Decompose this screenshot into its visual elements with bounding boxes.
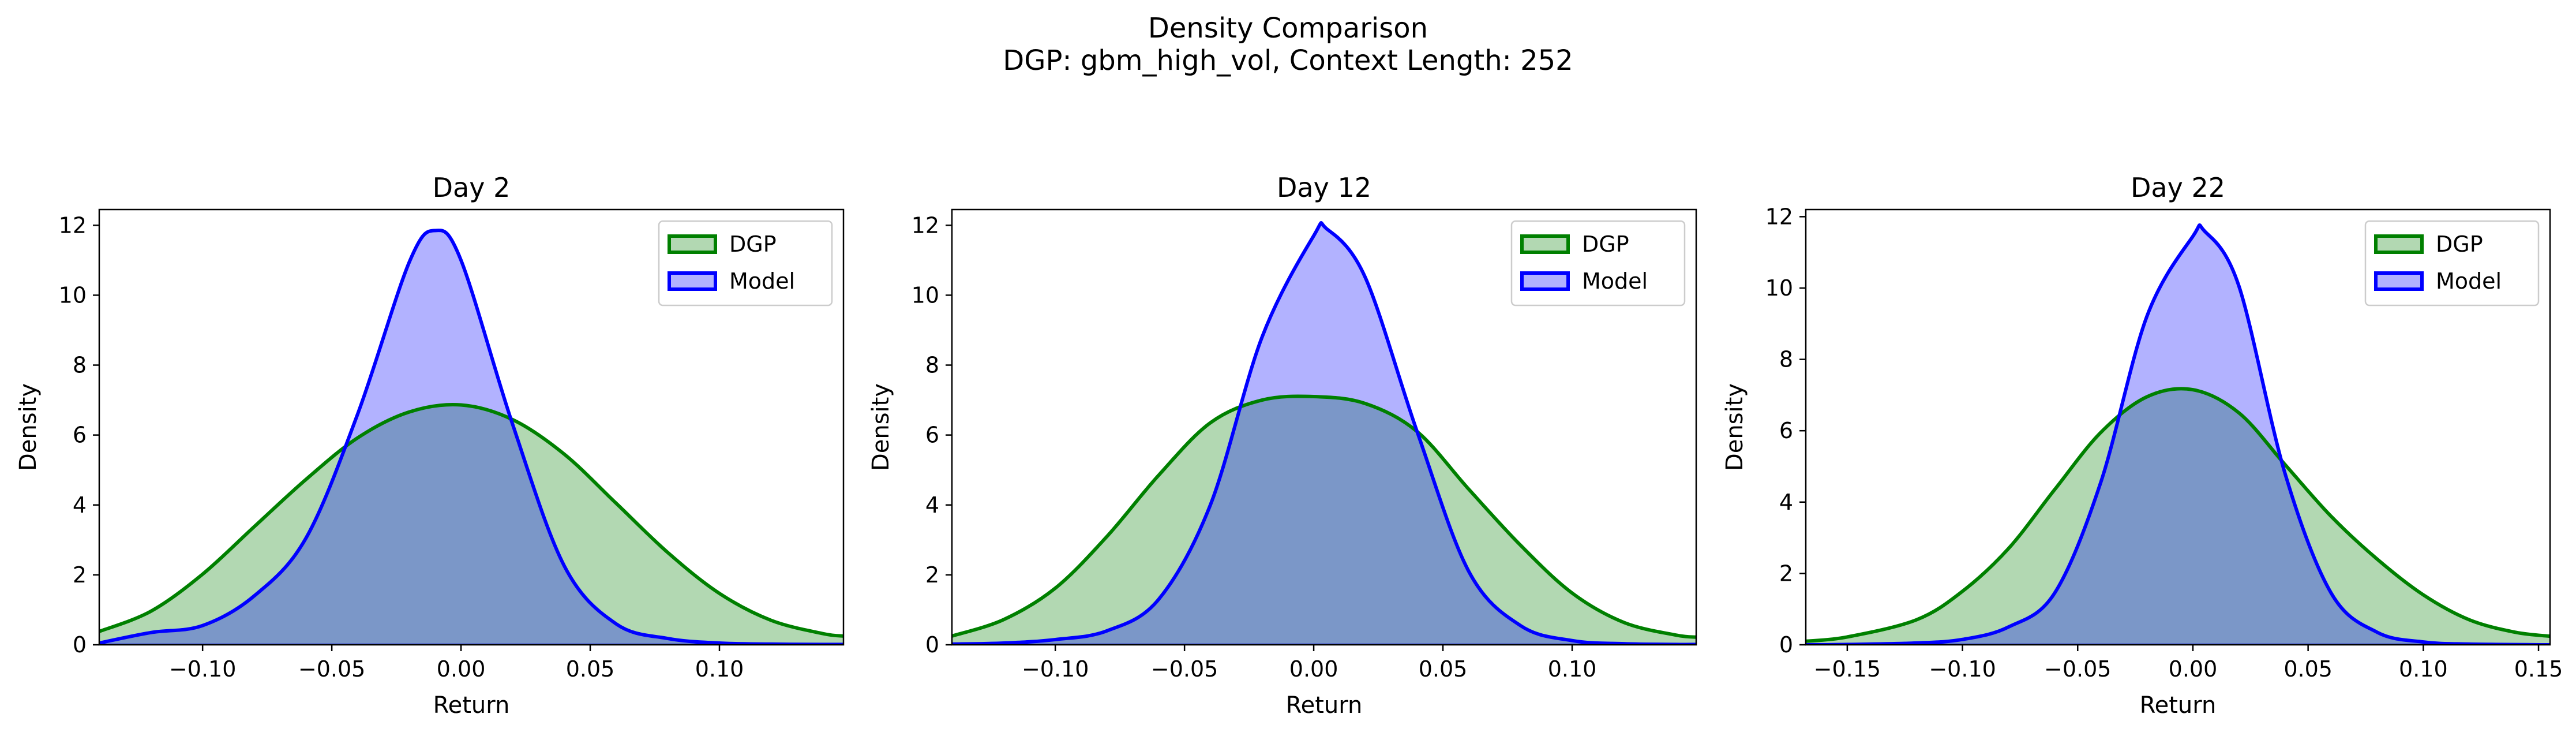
legend-label-dgp: DGP xyxy=(1582,231,1629,257)
legend-swatch-model xyxy=(2374,271,2424,291)
y-tick-label: 4 xyxy=(1779,490,1793,515)
y-tick-label: 12 xyxy=(912,212,939,238)
subplot-2: −0.10 −0.05 0.00 0.05 0.10 0 2 4 6 8 10 12 Day 12 Ret… xyxy=(868,172,1697,719)
y-tick-label: 4 xyxy=(73,492,87,518)
legend-label-model: Model xyxy=(2436,268,2502,294)
overlap-fill-area xyxy=(1806,388,2550,645)
x-tick-label: −0.10 xyxy=(1022,656,1089,682)
x-tick-label: −0.15 xyxy=(1814,656,1881,682)
x-axis-label: Return xyxy=(433,692,510,719)
x-tick-label: 0.05 xyxy=(1419,656,1468,682)
x-tick-label: 0.00 xyxy=(1289,656,1338,682)
dgp-density-line xyxy=(1806,387,2550,643)
x-axis-label: Return xyxy=(1286,692,1363,719)
x-tick-label: −0.05 xyxy=(1151,656,1218,682)
x-tick-label: 0.10 xyxy=(2399,656,2448,682)
legend: DGP Model xyxy=(658,220,833,307)
y-tick-label: 2 xyxy=(925,562,939,588)
axes-frame xyxy=(98,208,845,646)
legend-swatch-dgp xyxy=(668,234,717,254)
y-tick-label: 0 xyxy=(73,632,87,657)
legend-label-model: Model xyxy=(729,268,795,294)
x-tick-label: −0.10 xyxy=(169,656,236,682)
model-density-line xyxy=(99,229,843,645)
legend: DGP Model xyxy=(2364,220,2540,307)
y-tick-label: 8 xyxy=(73,353,87,378)
plot-area xyxy=(952,221,1696,645)
y-tick-label: 6 xyxy=(925,423,939,448)
y-tick-label: 10 xyxy=(912,282,939,308)
legend-swatch-dgp xyxy=(2374,234,2424,254)
x-tick-label: 0.15 xyxy=(2514,656,2563,682)
subplot-1: −0.10 −0.05 0.00 0.05 0.10 0 2 4 6 8 10 12 Day 2 Retu… xyxy=(15,172,845,719)
y-tick-label: 6 xyxy=(73,423,87,448)
x-tick-label: 0.10 xyxy=(695,656,744,682)
y-tick-label: 0 xyxy=(925,632,939,657)
legend-swatch-model xyxy=(668,271,717,291)
y-tick-label: 2 xyxy=(73,562,87,588)
legend-label-model: Model xyxy=(1582,268,1648,294)
model-density-line xyxy=(1806,223,2550,645)
x-tick-label: 0.00 xyxy=(437,656,486,682)
x-tick-label: 0.10 xyxy=(1548,656,1597,682)
y-tick-label: 4 xyxy=(925,492,939,518)
overlap-fill-area xyxy=(952,396,1696,645)
y-tick-label: 0 xyxy=(1779,632,1793,657)
subplot-title: Day 12 xyxy=(1277,172,1371,203)
model-density-line xyxy=(952,221,1696,645)
overlap-fill-area xyxy=(99,405,843,645)
y-tick-label: 8 xyxy=(1779,347,1793,372)
dgp-density-line xyxy=(99,403,843,638)
legend-label-dgp: DGP xyxy=(729,231,777,257)
legend-swatch-model xyxy=(1520,271,1570,291)
legend-label-dgp: DGP xyxy=(2436,231,2483,257)
subplot-3: −0.15 −0.10 −0.05 0.00 0.05 0.10 0.15 0 2 4 6 8 10 12… xyxy=(1722,172,2563,719)
y-tick-label: 12 xyxy=(1765,204,1793,229)
plot-area xyxy=(1806,223,2550,645)
subplot-title: Day 22 xyxy=(2131,172,2225,203)
y-tick-label: 8 xyxy=(925,353,939,378)
legend: DGP Model xyxy=(1510,220,1686,307)
y-tick-label: 10 xyxy=(59,282,87,308)
figure-title: Density Comparison xyxy=(1148,12,1428,44)
y-axis-label: Density xyxy=(868,383,894,471)
y-tick-label: 6 xyxy=(1779,418,1793,443)
subplot-title: Day 2 xyxy=(433,172,511,203)
figure-subtitle: DGP: gbm_high_vol, Context Length: 252 xyxy=(1003,44,1573,77)
x-tick-label: −0.05 xyxy=(298,656,365,682)
x-tick-label: 0.00 xyxy=(2169,656,2218,682)
x-tick-label: 0.05 xyxy=(2283,656,2333,682)
x-tick-label: 0.05 xyxy=(566,656,615,682)
x-tick-label: −0.10 xyxy=(1929,656,1996,682)
y-axis-label: Density xyxy=(1722,383,1748,471)
dgp-density-line xyxy=(952,394,1696,639)
legend-swatch-dgp xyxy=(1520,234,1570,254)
y-tick-label: 12 xyxy=(59,212,87,238)
axes-frame xyxy=(951,208,1697,646)
y-tick-label: 2 xyxy=(1779,561,1793,586)
x-tick-label: −0.05 xyxy=(2044,656,2111,682)
y-axis-label: Density xyxy=(15,383,42,471)
y-tick-label: 10 xyxy=(1765,275,1793,301)
axes-frame xyxy=(1805,208,2551,646)
x-axis-label: Return xyxy=(2140,692,2217,719)
plot-area xyxy=(99,229,843,645)
